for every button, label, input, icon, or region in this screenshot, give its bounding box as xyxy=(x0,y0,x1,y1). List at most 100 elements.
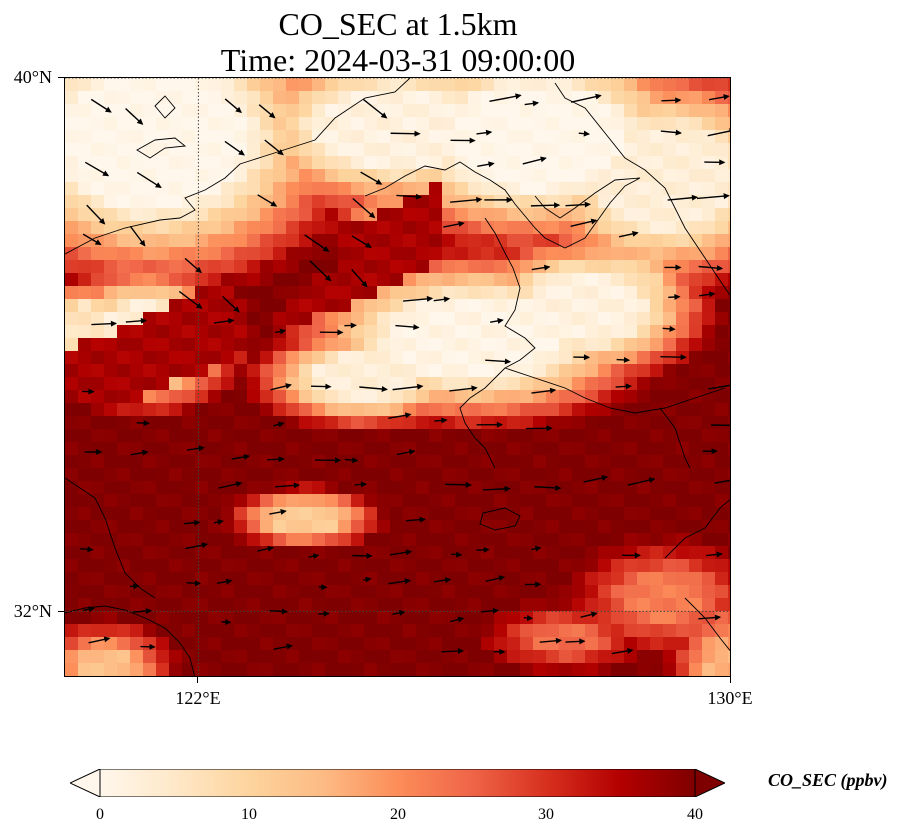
field-cell xyxy=(247,390,261,404)
field-cell xyxy=(273,598,287,612)
field-cell xyxy=(455,390,469,404)
field-cell xyxy=(260,442,274,456)
field-cell xyxy=(91,585,105,599)
wind-arrow-head xyxy=(324,274,332,282)
field-cell xyxy=(273,130,287,144)
field-cell xyxy=(468,247,482,261)
field-cell xyxy=(403,117,417,131)
field-cell xyxy=(312,494,326,508)
field-cell xyxy=(702,91,716,105)
field-cell xyxy=(286,624,300,638)
field-cell xyxy=(65,247,79,261)
field-cell xyxy=(715,585,729,599)
field-cell xyxy=(429,104,443,118)
field-cell xyxy=(533,481,547,495)
field-cell xyxy=(260,91,274,105)
field-cell xyxy=(533,676,547,677)
field-cell xyxy=(351,208,365,222)
field-cell xyxy=(91,312,105,326)
field-cell xyxy=(377,637,391,651)
field-cell xyxy=(91,403,105,417)
field-cell xyxy=(143,468,157,482)
field-cell xyxy=(78,663,92,676)
field-cell xyxy=(299,338,313,352)
field-cell xyxy=(624,247,638,261)
wind-arrow-head xyxy=(360,481,368,488)
field-cell xyxy=(91,364,105,378)
field-cell xyxy=(494,117,508,131)
field-cell xyxy=(65,572,79,586)
field-cell xyxy=(507,676,521,677)
field-cell xyxy=(65,208,79,222)
field-cell xyxy=(403,663,417,676)
field-cell xyxy=(325,611,339,625)
field-cell xyxy=(650,442,664,456)
field-cell xyxy=(104,91,118,105)
field-cell xyxy=(559,481,573,495)
wind-arrow-head xyxy=(680,354,687,361)
field-cell xyxy=(442,273,456,287)
field-cell xyxy=(702,312,716,326)
field-cell xyxy=(351,338,365,352)
field-cell xyxy=(117,182,131,196)
field-cell xyxy=(351,546,365,560)
field-cell xyxy=(468,286,482,300)
field-cell xyxy=(728,338,730,352)
field-cell xyxy=(715,468,729,482)
field-cell xyxy=(104,312,118,326)
field-cell xyxy=(78,559,92,573)
field-cell xyxy=(468,208,482,222)
field-cell xyxy=(286,377,300,391)
field-cell xyxy=(156,468,170,482)
field-cell xyxy=(494,91,508,105)
field-cell xyxy=(429,273,443,287)
field-cell xyxy=(364,468,378,482)
field-cell xyxy=(494,195,508,209)
field-cell xyxy=(429,390,443,404)
field-cell xyxy=(611,273,625,287)
field-cell xyxy=(520,403,534,417)
field-cell xyxy=(169,260,183,274)
field-cell xyxy=(715,338,729,352)
field-cell xyxy=(390,494,404,508)
field-cell xyxy=(182,91,196,105)
field-cell xyxy=(637,481,651,495)
field-cell xyxy=(611,156,625,170)
field-cell xyxy=(325,481,339,495)
field-cell xyxy=(65,169,79,183)
wind-arrow-head xyxy=(492,607,500,614)
field-cell xyxy=(364,442,378,456)
field-cell xyxy=(650,182,664,196)
field-cell xyxy=(169,182,183,196)
field-cell xyxy=(299,676,313,677)
field-cell xyxy=(364,195,378,209)
field-cell xyxy=(559,104,573,118)
field-cell xyxy=(624,312,638,326)
field-cell xyxy=(416,78,430,92)
field-cell xyxy=(364,143,378,157)
field-cell xyxy=(260,611,274,625)
field-cell xyxy=(468,169,482,183)
field-cell xyxy=(286,676,300,677)
wind-arrow-head xyxy=(504,358,512,365)
field-cell xyxy=(507,624,521,638)
field-cell xyxy=(598,286,612,300)
field-cell xyxy=(728,234,730,248)
field-cell xyxy=(325,91,339,105)
map-panel[interactable] xyxy=(64,77,731,677)
field-cell xyxy=(221,494,235,508)
field-cell xyxy=(338,663,352,676)
field-cell xyxy=(169,273,183,287)
field-cell xyxy=(312,351,326,365)
field-cell xyxy=(429,637,443,651)
field-cell xyxy=(247,403,261,417)
field-cell xyxy=(416,273,430,287)
field-cell xyxy=(702,169,716,183)
field-cell xyxy=(351,377,365,391)
field-cell xyxy=(156,169,170,183)
field-cell xyxy=(689,559,703,573)
field-cell xyxy=(364,481,378,495)
field-cell xyxy=(247,585,261,599)
wind-arrow-head xyxy=(280,509,287,515)
field-cell xyxy=(234,624,248,638)
